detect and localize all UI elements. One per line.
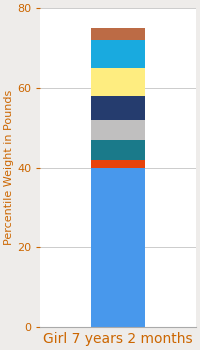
Bar — [91, 96, 145, 120]
Y-axis label: Percentile Weight in Pounds: Percentile Weight in Pounds — [4, 90, 14, 245]
Bar — [91, 168, 145, 327]
Bar — [91, 120, 145, 140]
Bar — [91, 140, 145, 160]
Bar — [91, 160, 145, 168]
Bar — [91, 28, 145, 40]
Bar — [91, 40, 145, 68]
Bar — [91, 68, 145, 96]
